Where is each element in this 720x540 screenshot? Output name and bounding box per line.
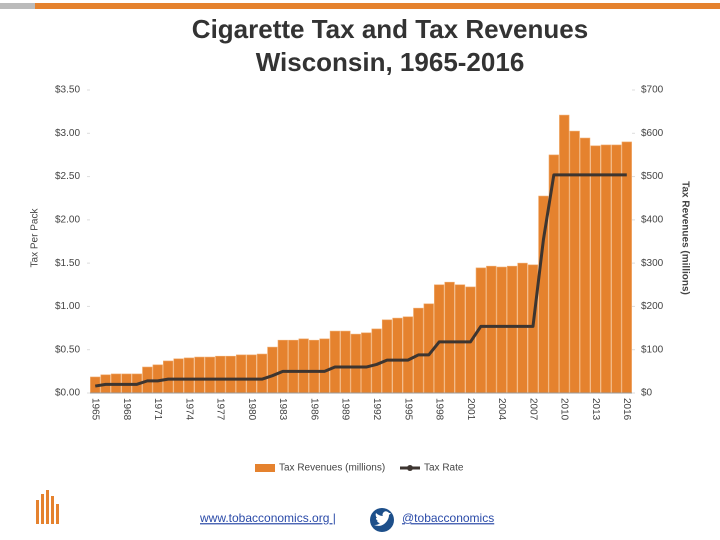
y2-tick-label: $0 xyxy=(641,388,653,399)
twitter-icon[interactable] xyxy=(370,508,394,532)
y-tick-label: $0.50 xyxy=(55,344,80,355)
bar xyxy=(173,358,184,394)
bar xyxy=(267,346,278,394)
website-link[interactable]: www.tobacconomics.org | xyxy=(199,511,336,525)
bar xyxy=(381,319,393,394)
y2-tick-label: $700 xyxy=(641,85,664,96)
website-link-text[interactable]: www.tobacconomics.org | xyxy=(199,511,336,525)
x-tick-label: 1974 xyxy=(183,398,194,421)
y2-tick-label: $300 xyxy=(641,258,664,269)
bar xyxy=(527,264,539,394)
chart-title: Cigarette Tax and Tax Revenues xyxy=(192,14,588,44)
legend-swatch xyxy=(255,464,275,472)
bar xyxy=(183,357,195,394)
bar xyxy=(402,316,414,394)
x-tick-label: 1968 xyxy=(121,398,132,421)
bar xyxy=(256,353,268,394)
x-tick-label: 2016 xyxy=(621,398,632,421)
y-tick-label: $0.00 xyxy=(55,388,80,399)
bar xyxy=(517,262,528,394)
y-tick-label: $3.00 xyxy=(55,128,80,139)
bar xyxy=(361,332,372,394)
bar xyxy=(486,265,497,394)
bar xyxy=(277,339,288,394)
bar xyxy=(371,328,382,394)
bar xyxy=(308,339,320,394)
y2-axis-title: Tax Revenues (millions) xyxy=(679,181,690,295)
x-tick-label: 1986 xyxy=(308,398,319,421)
legend-label: Tax Revenues (millions) xyxy=(279,463,385,474)
y-tick-label: $1.00 xyxy=(55,301,80,312)
bar xyxy=(215,355,226,394)
chart-subtitle: Wisconsin, 1965-2016 xyxy=(256,47,525,77)
bar xyxy=(204,356,215,394)
bar xyxy=(444,281,455,394)
bar xyxy=(413,307,424,394)
x-tick-label: 2010 xyxy=(559,398,570,421)
bar xyxy=(194,356,205,394)
bar xyxy=(350,333,361,394)
bar xyxy=(621,141,632,394)
y2-tick-label: $600 xyxy=(641,128,664,139)
x-tick-label: 1977 xyxy=(215,398,226,421)
bar xyxy=(298,338,309,394)
x-tick-label: 1983 xyxy=(277,398,288,421)
bar xyxy=(559,114,570,394)
bar xyxy=(236,354,247,394)
x-tick-label: 1980 xyxy=(246,398,257,421)
bar xyxy=(392,317,403,394)
bar xyxy=(600,144,612,394)
bar xyxy=(507,265,518,394)
x-tick-label: 2007 xyxy=(527,398,538,421)
x-tick-label: 1992 xyxy=(371,398,382,421)
x-tick-label: 1998 xyxy=(434,398,445,421)
y2-tick-label: $500 xyxy=(641,171,664,182)
logo xyxy=(36,490,59,524)
x-tick-label: 1989 xyxy=(340,398,351,421)
bar xyxy=(340,330,351,394)
bar xyxy=(590,145,601,394)
x-tick-label: 2004 xyxy=(496,398,507,421)
x-tick-label: 1995 xyxy=(402,398,413,421)
top-bar-gray xyxy=(0,3,35,9)
y2-tick-label: $400 xyxy=(641,214,664,225)
legend-label: Tax Rate xyxy=(424,463,464,474)
x-tick-label: 1971 xyxy=(152,398,163,421)
bar xyxy=(288,339,299,394)
x-tick-label: 2013 xyxy=(590,398,601,421)
y2-tick-label: $100 xyxy=(641,344,664,355)
bar xyxy=(454,284,466,394)
x-tick-label: 2001 xyxy=(465,398,476,421)
top-bar xyxy=(35,3,720,9)
bar xyxy=(246,354,257,394)
x-tick-label: 1965 xyxy=(90,398,101,421)
y-tick-label: $3.50 xyxy=(55,85,80,96)
y-tick-label: $1.50 xyxy=(55,258,80,269)
handle-text[interactable]: @tobacconomics xyxy=(402,511,494,525)
y-tick-label: $2.50 xyxy=(55,171,80,182)
bar xyxy=(225,355,236,394)
y-axis-title: Tax Per Pack xyxy=(30,208,41,268)
bar xyxy=(569,130,580,394)
bar xyxy=(319,338,330,394)
bar xyxy=(329,330,341,394)
legend-marker xyxy=(407,465,413,471)
bar xyxy=(496,266,507,394)
bar xyxy=(434,284,445,394)
line xyxy=(94,173,627,388)
y2-tick-label: $200 xyxy=(641,301,664,312)
bar xyxy=(163,360,174,394)
bar xyxy=(611,144,622,394)
handle-link[interactable]: @tobacconomics xyxy=(402,511,494,525)
y-tick-label: $2.00 xyxy=(55,214,80,225)
